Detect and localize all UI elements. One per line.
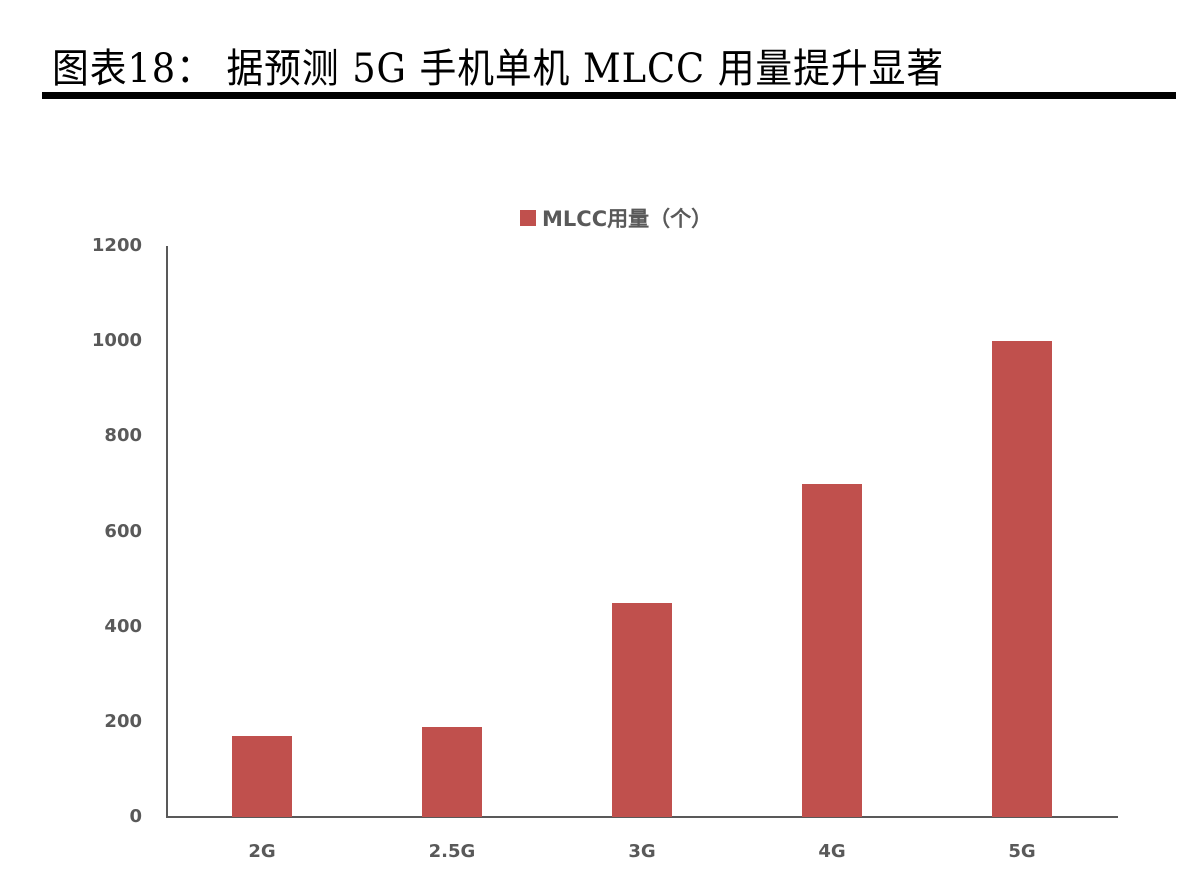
x-tick-label: 5G (1008, 841, 1036, 862)
y-tick-label: 0 (129, 806, 142, 827)
y-tick-label: 1000 (91, 330, 142, 352)
title-rule (42, 92, 1176, 99)
bar-3g (612, 602, 672, 817)
bar-5g (992, 341, 1052, 817)
y-axis-line (166, 246, 168, 818)
bar-2g (232, 736, 292, 817)
legend-label: MLCC用量（个） (542, 207, 713, 231)
y-tick-label: 400 (104, 615, 142, 637)
chart-legend: MLCC用量（个） (520, 203, 712, 233)
y-tick-label: 600 (104, 520, 142, 542)
x-tick-label: 2.5G (428, 841, 476, 862)
x-tick-label: 4G (818, 841, 846, 862)
x-axis-line (166, 816, 1118, 818)
y-tick-label: 1200 (91, 235, 142, 256)
legend-swatch (520, 210, 536, 226)
x-tick-label: 3G (628, 841, 656, 862)
x-tick-label: 2G (248, 841, 276, 862)
bar-4g (802, 483, 862, 817)
chart-title: 图表18： 据预测 5G 手机单机 MLCC 用量提升显著 (52, 46, 945, 92)
bar-2-5g (422, 726, 482, 817)
y-tick-label: 800 (104, 425, 142, 447)
y-tick-label: 200 (104, 710, 142, 732)
